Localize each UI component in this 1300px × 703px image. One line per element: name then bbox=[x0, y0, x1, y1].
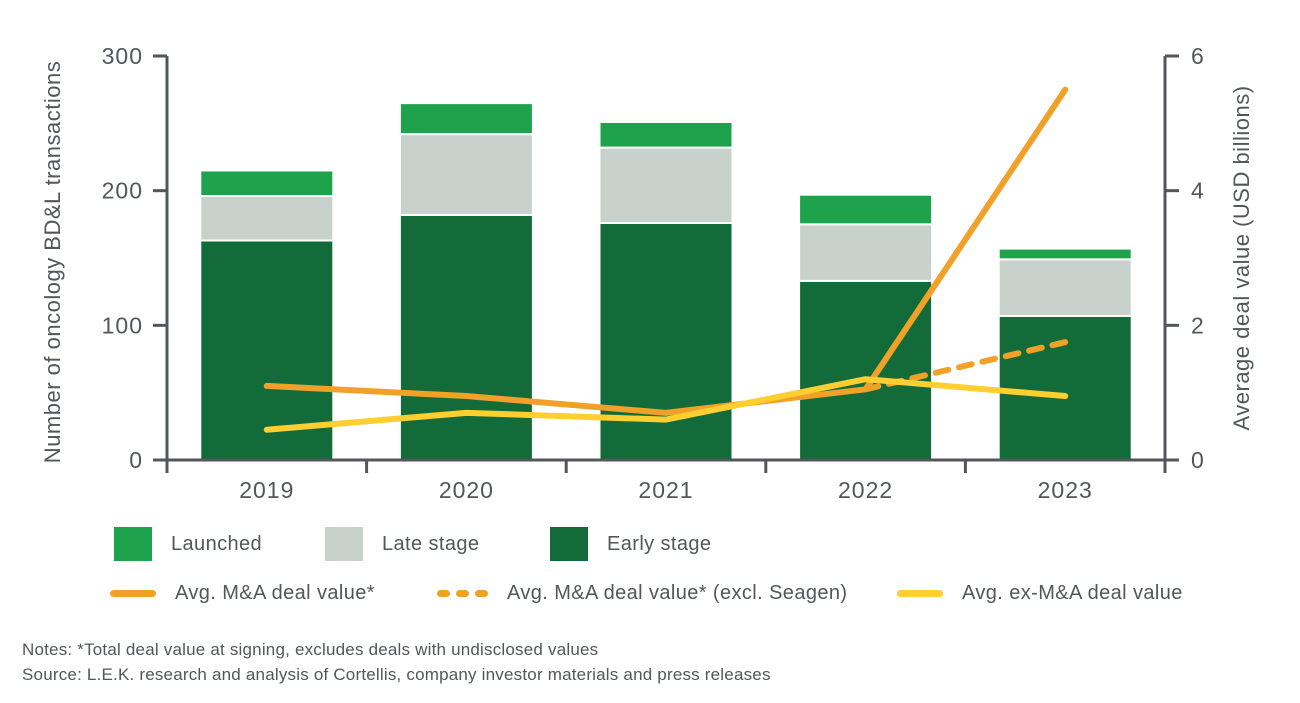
legend-label-late-stage: Late stage bbox=[382, 532, 480, 555]
late-stage-swatch bbox=[325, 527, 363, 561]
stacked-bar-line-chart: 0 100 200 300 0 2 4 6 2019 2020 2021 2022 2023 Number… bbox=[40, 43, 1254, 503]
right-axis-tick-label: 4 bbox=[1191, 178, 1205, 204]
right-axis-tick-label: 2 bbox=[1191, 312, 1205, 338]
line-avg-ex-m-a-deal-value bbox=[263, 376, 1069, 433]
legend-label-avg-ma-excl-seagen: Avg. M&A deal value* (excl. Seagen) bbox=[507, 582, 848, 604]
avg-ma-line-swatch bbox=[110, 590, 156, 597]
launched-swatch bbox=[114, 527, 152, 561]
legend-label-avg-ma: Avg. M&A deal value* bbox=[175, 582, 375, 604]
bar-segment-early-stage-2020 bbox=[398, 213, 534, 461]
right-axis-tick-label: 0 bbox=[1191, 447, 1205, 473]
line-avg-m-a-deal-value bbox=[263, 86, 1069, 416]
early-stage-swatch bbox=[550, 527, 588, 561]
legend-item-early-stage: Early stage bbox=[550, 527, 711, 561]
x-axis-label-2023: 2023 bbox=[1038, 477, 1093, 503]
bar-segment-late-stage-2022 bbox=[798, 223, 934, 282]
x-axis-label-2020: 2020 bbox=[439, 477, 494, 503]
bar-segment-early-stage-2021 bbox=[598, 221, 734, 461]
x-axis-label-2019: 2019 bbox=[239, 477, 294, 503]
x-axis-label-2022: 2022 bbox=[838, 477, 893, 503]
left-axis-tick-label: 0 bbox=[129, 447, 143, 473]
bar-segment-launched-2021 bbox=[598, 120, 734, 149]
x-axis-label-2021: 2021 bbox=[638, 477, 693, 503]
bar-segment-launched-2022 bbox=[798, 193, 934, 226]
bar-segment-early-stage-2022 bbox=[798, 279, 934, 462]
bar-segment-launched-2020 bbox=[398, 102, 534, 136]
footnotes: Notes: *Total deal value at signing, exc… bbox=[22, 637, 771, 687]
right-axis-title: Average deal value (USD billions) bbox=[1229, 85, 1254, 430]
left-axis-tick-label: 100 bbox=[102, 312, 143, 338]
legend-item-avg-ma-deal-value: Avg. M&A deal value* bbox=[110, 582, 375, 605]
source-line: Source: L.E.K. research and analysis of … bbox=[22, 665, 771, 684]
legend-item-late-stage: Late stage bbox=[325, 527, 479, 561]
bar-segment-late-stage-2021 bbox=[598, 146, 734, 224]
legend-label-early-stage: Early stage bbox=[607, 532, 712, 555]
bar-segment-launched-2023 bbox=[997, 247, 1133, 261]
legend-item-avg-ma-excl-seagen: Avg. M&A deal value* (excl. Seagen) bbox=[437, 582, 847, 605]
avg-ex-ma-line-swatch bbox=[897, 590, 943, 597]
left-axis-title: Number of oncology BD&L transactions bbox=[40, 61, 65, 463]
bar-legend: Launched Late stage Early stage bbox=[0, 527, 1300, 567]
bar-segment-early-stage-2023 bbox=[997, 314, 1133, 462]
line-legend: Avg. M&A deal value* Avg. M&A deal value… bbox=[0, 582, 1300, 622]
bar-segment-launched-2019 bbox=[199, 169, 335, 198]
bar-segment-late-stage-2023 bbox=[997, 258, 1133, 317]
left-axis-tick-label: 300 bbox=[102, 43, 143, 69]
right-axis-tick-label: 6 bbox=[1191, 43, 1205, 69]
bar-segment-late-stage-2020 bbox=[398, 133, 534, 216]
avg-ma-excl-seagen-dashed-swatch bbox=[437, 590, 488, 597]
legend-label-avg-ex-ma: Avg. ex-M&A deal value bbox=[962, 582, 1183, 604]
legend-item-avg-ex-ma: Avg. ex-M&A deal value bbox=[897, 582, 1183, 605]
left-axis-tick-label: 200 bbox=[102, 178, 143, 204]
legend-item-launched: Launched bbox=[114, 527, 262, 561]
bar-segment-late-stage-2019 bbox=[199, 195, 335, 242]
notes-line: Notes: *Total deal value at signing, exc… bbox=[22, 640, 599, 659]
legend-label-launched: Launched bbox=[171, 532, 263, 555]
